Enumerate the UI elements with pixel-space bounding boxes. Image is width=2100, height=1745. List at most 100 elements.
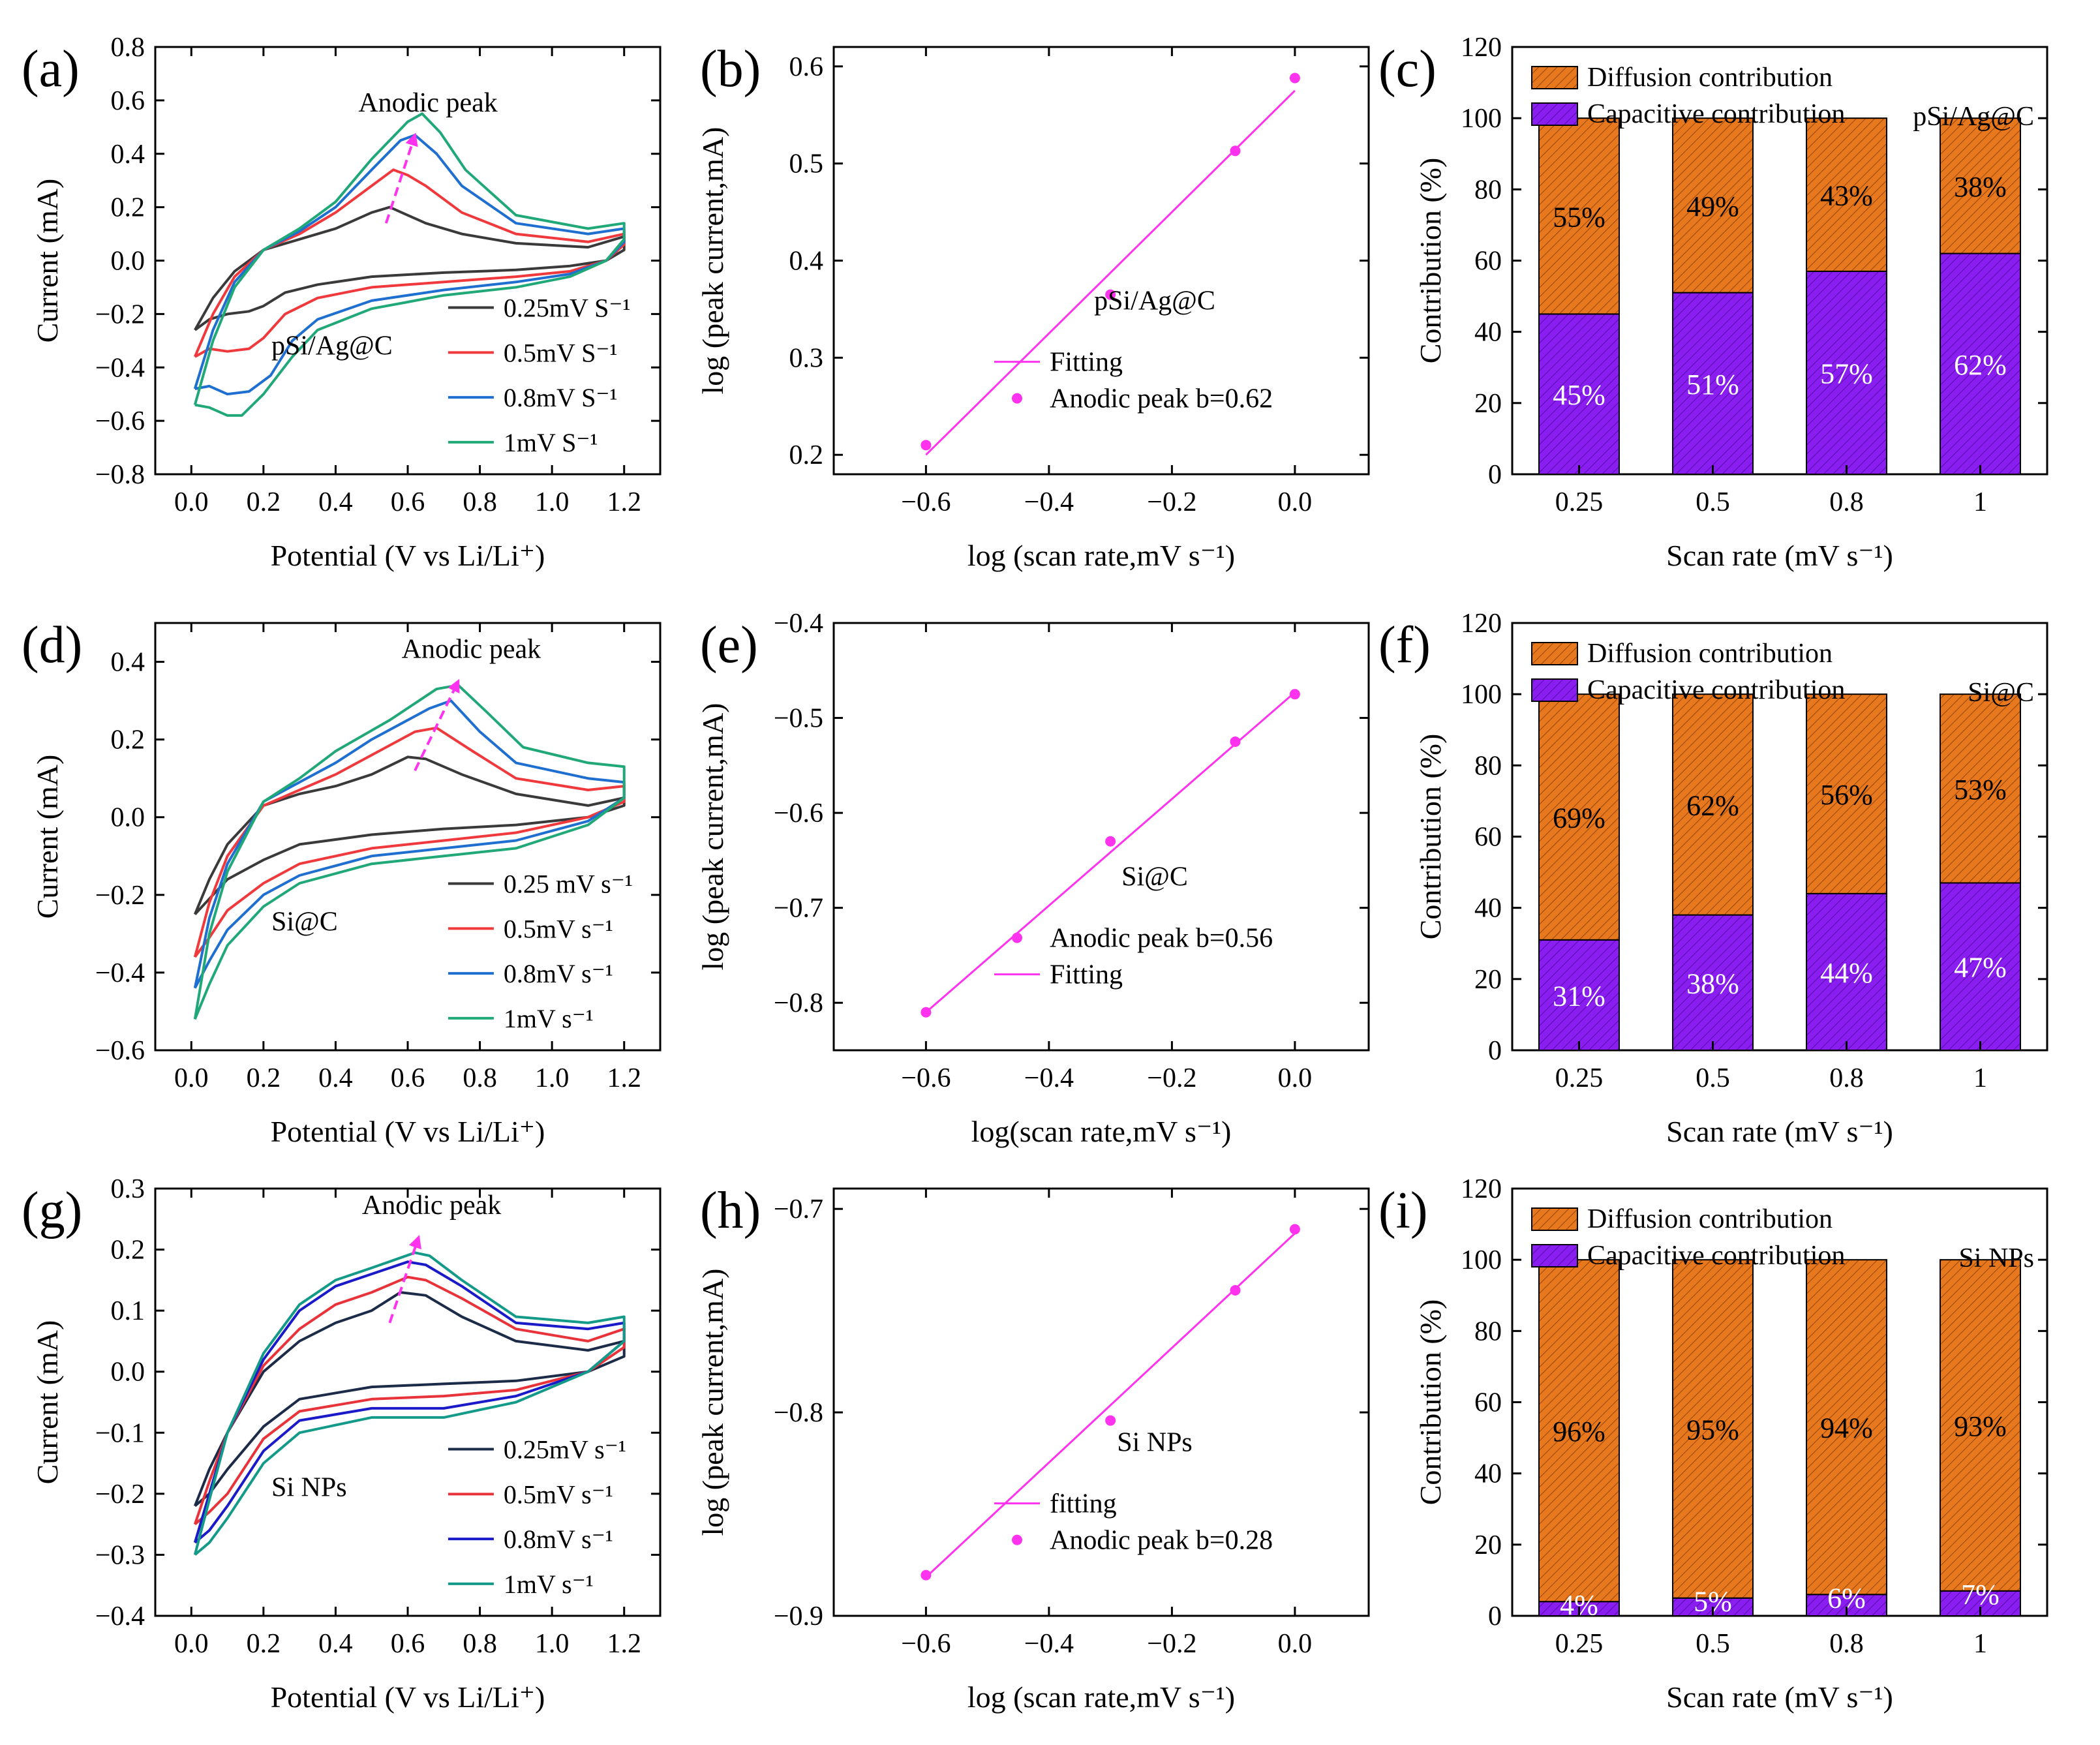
sample-label: pSi/Ag@C <box>271 331 393 361</box>
panel-label: (b) <box>700 40 761 98</box>
diffusion-value-label: 96% <box>1553 1416 1605 1448</box>
y-axis-label: Contribution (%) <box>1414 1299 1447 1506</box>
peak-arrow <box>384 132 418 224</box>
y-tick-label: 60 <box>1474 823 1502 853</box>
y-tick-label: −0.6 <box>95 1036 145 1066</box>
x-tick-label: 0.8 <box>463 1629 497 1659</box>
data-point <box>1105 836 1116 847</box>
x-tick-label: 0.0 <box>174 1063 209 1093</box>
y-tick-label: −0.2 <box>95 299 145 329</box>
x-tick-label: 1.0 <box>535 487 570 517</box>
bar-capacitive <box>1806 270 1887 475</box>
diffusion-value-label: 93% <box>1954 1410 2007 1442</box>
legend-swatch-capacitive <box>1531 1244 1578 1267</box>
bar-diffusion <box>1538 693 1620 941</box>
panel-d: 0.0 0.2 0.4 0.6 0.8 1.0 1.2 −0.6 −0.4 −0.2 0.0 0.2 0… <box>22 616 662 1148</box>
x-tick-label: 0.6 <box>391 1063 425 1093</box>
bar-capacitive <box>1940 882 2021 1052</box>
x-axis-label: Scan rate (mV s⁻¹) <box>1666 1115 1893 1148</box>
bar-diffusion <box>1672 1259 1754 1599</box>
y-tick-label: 0.0 <box>111 1358 145 1388</box>
sample-label: Si NPs <box>1958 1243 2034 1273</box>
panel-g: 0.0 0.2 0.4 0.6 0.8 1.0 1.2 −0.4 −0.3 −0.2 −0.1 0.0… <box>22 1174 662 1714</box>
y-tick-label: −0.7 <box>774 894 823 924</box>
legend-label-capacitive: Capacitive contribution <box>1587 1241 1845 1271</box>
y-tick-label: 40 <box>1474 1459 1502 1489</box>
y-tick-label: 0 <box>1488 1601 1502 1631</box>
data-point <box>1230 736 1241 747</box>
cv-curve <box>193 684 626 1020</box>
y-tick-label: −0.6 <box>774 798 823 828</box>
plot-frame <box>832 1187 1370 1617</box>
sample-label: Si@C <box>1121 862 1188 892</box>
bar-diffusion <box>1538 117 1620 315</box>
x-tick-label: 0.2 <box>247 1063 281 1093</box>
x-tick-label: 0.2 <box>247 487 281 517</box>
diffusion-value-label: 69% <box>1553 802 1605 834</box>
y-tick-label: 120 <box>1461 1174 1502 1204</box>
legend-label: 0.8mV s⁻¹ <box>504 959 613 988</box>
x-tick-label: 0.4 <box>318 1629 353 1659</box>
anodic-peak-label: Anodic peak <box>402 634 541 664</box>
x-tick-label: −0.6 <box>901 1629 951 1659</box>
legend-points-label: Anodic peak b=0.28 <box>1050 1526 1273 1556</box>
legend-label-capacitive: Capacitive contribution <box>1587 99 1845 129</box>
x-tick-label: −0.2 <box>1147 487 1196 517</box>
anodic-peak-label: Anodic peak <box>362 1191 501 1221</box>
x-tick-label: 0.0 <box>1278 487 1313 517</box>
x-tick-label: 1.0 <box>535 1629 570 1659</box>
cv-curve <box>193 1260 626 1544</box>
y-tick-label: −0.9 <box>774 1601 823 1631</box>
legend-label: 1mV S⁻¹ <box>504 428 598 457</box>
cv-curve <box>193 699 626 989</box>
diffusion-value-label: 95% <box>1686 1414 1739 1446</box>
x-tick-label: 0.0 <box>174 487 209 517</box>
x-tick-label: 0.25 <box>1555 1629 1604 1659</box>
y-tick-label: 0.0 <box>111 803 145 833</box>
panel-a: 0.0 0.2 0.4 0.6 0.8 1.0 1.2 −0.8 −0.6 −0.4 −0.2 0.0… <box>22 33 662 572</box>
cv-curve <box>193 168 626 358</box>
cv-curve <box>193 726 626 958</box>
x-tick-label: 1 <box>1973 1629 1987 1659</box>
legend-swatch-capacitive <box>1531 678 1578 702</box>
legend-fit-label: Fitting <box>1050 348 1123 378</box>
legend-points-label: Anodic peak b=0.56 <box>1050 924 1273 954</box>
data-point <box>1105 289 1116 300</box>
panel-label: (d) <box>22 616 82 674</box>
x-axis-label: Scan rate (mV s⁻¹) <box>1666 539 1893 572</box>
diffusion-value-label: 55% <box>1553 201 1605 233</box>
data-point <box>1105 1415 1116 1426</box>
y-axis-label: Current (mA) <box>31 1320 64 1485</box>
x-tick-label: 1.0 <box>535 1063 570 1093</box>
y-tick-label: −0.2 <box>95 1479 145 1510</box>
x-tick-label: 0.6 <box>391 1629 425 1659</box>
y-tick-label: 80 <box>1474 751 1502 781</box>
y-tick-label: −0.8 <box>95 460 145 490</box>
x-tick-label: 0.8 <box>463 1063 497 1093</box>
y-tick-label: 0.2 <box>111 193 145 223</box>
bar-capacitive <box>1806 892 1887 1052</box>
legend-fit-label: Fitting <box>1050 960 1123 990</box>
diffusion-value-label: 43% <box>1820 180 1873 212</box>
y-tick-label: 20 <box>1474 1530 1502 1560</box>
y-tick-label: 20 <box>1474 389 1502 419</box>
x-tick-label: −0.4 <box>1024 1063 1074 1093</box>
bar-diffusion <box>1672 693 1754 916</box>
legend-fit-label: fitting <box>1050 1489 1117 1519</box>
bar-capacitive <box>1538 939 1620 1051</box>
x-tick-label: 0.6 <box>391 487 425 517</box>
y-axis-label: Contribution (%) <box>1414 734 1447 940</box>
data-point <box>1230 145 1241 157</box>
panel-label: (f) <box>1378 616 1431 674</box>
legend-swatch-capacitive <box>1531 102 1578 126</box>
legend-label: 0.25mV s⁻¹ <box>504 1435 626 1464</box>
panel-label: (i) <box>1378 1182 1428 1239</box>
x-tick-label: 0.8 <box>463 487 497 517</box>
y-axis-label: Current (mA) <box>31 755 64 919</box>
y-tick-label: 80 <box>1474 175 1502 205</box>
x-tick-label: −0.4 <box>1024 487 1074 517</box>
x-axis-label: log (scan rate,mV s⁻¹) <box>967 1680 1235 1714</box>
x-tick-label: 1 <box>1973 487 1987 517</box>
capacitive-value-label: 47% <box>1954 952 2007 984</box>
panel-e: −0.6 −0.4 −0.2 0.0 −0.8 −0.7 −0.6 −0.5 −0.4 log(s… <box>696 609 1370 1148</box>
